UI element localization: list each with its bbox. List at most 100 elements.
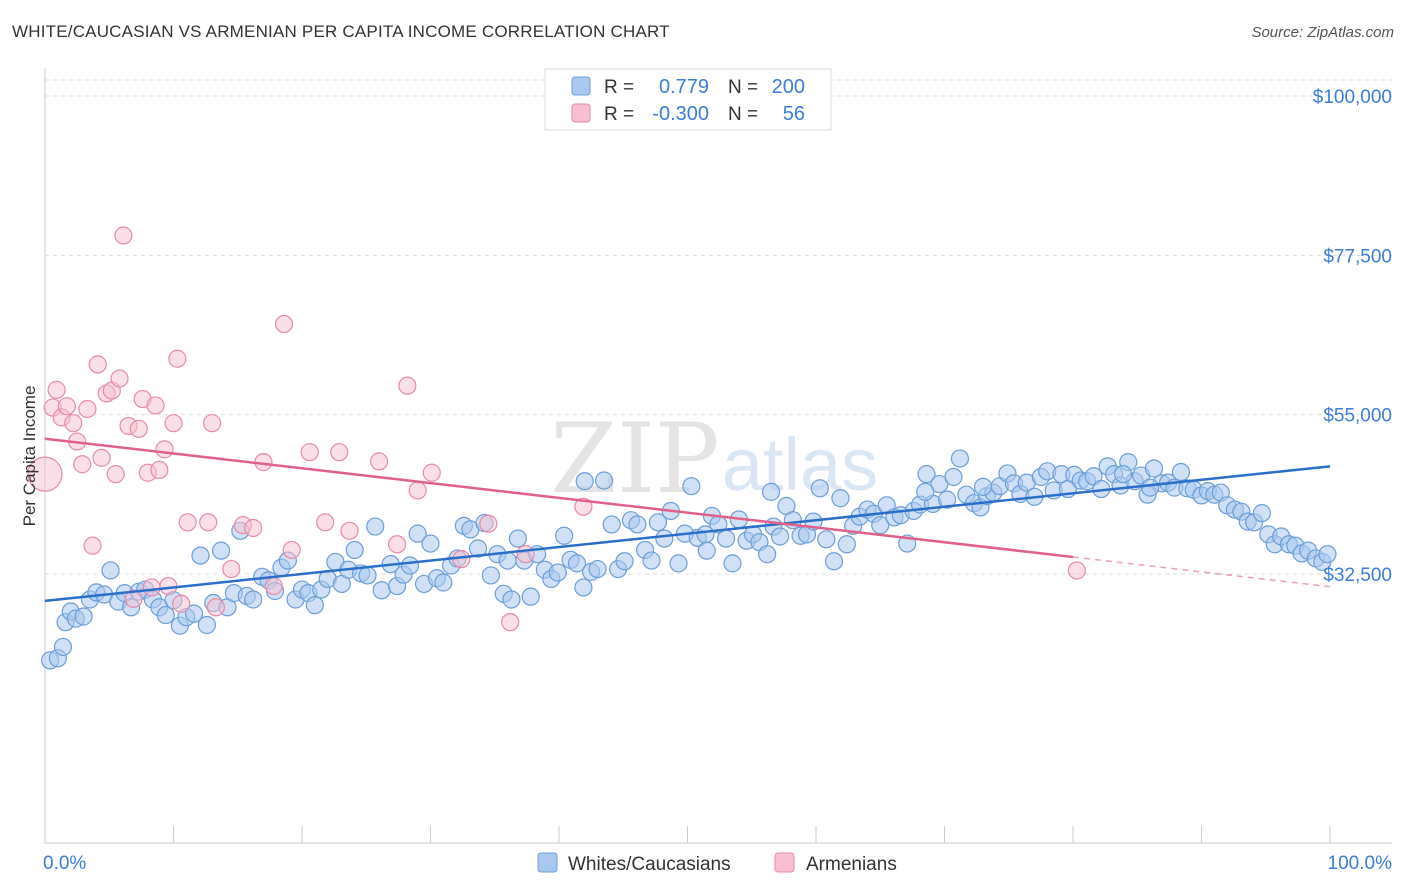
data-point-armenians [398, 376, 417, 395]
watermark-atlas: atlas [722, 423, 878, 506]
data-point-whites [421, 534, 440, 553]
data-point-whites [1140, 478, 1160, 497]
data-point-whites [770, 527, 790, 546]
data-point-armenians [164, 414, 183, 433]
legend-r-value: -0.300 [652, 103, 709, 125]
data-point-whites [1114, 465, 1133, 484]
data-point-whites [944, 467, 963, 487]
data-point-whites [1252, 503, 1271, 523]
data-point-armenians [168, 349, 187, 368]
legend-n-value: 56 [783, 103, 805, 125]
data-point-whites [508, 529, 527, 548]
data-point-armenians [129, 419, 148, 438]
source-credit: Source: ZipAtlas.com [1251, 24, 1394, 41]
legend-box [544, 68, 832, 131]
data-point-whites [521, 587, 540, 606]
data-point-armenians [73, 455, 92, 474]
data-point-whites [937, 490, 957, 509]
data-point-whites [575, 472, 594, 491]
data-point-armenians [172, 594, 191, 613]
data-point-whites [723, 554, 742, 573]
data-point-whites [810, 479, 829, 498]
data-point-whites [468, 539, 488, 558]
data-point-whites [642, 551, 661, 570]
data-point-whites [101, 561, 120, 580]
legend-swatch-armenians [774, 852, 795, 873]
legend-n-label: N = [728, 104, 758, 125]
data-point-whites [481, 566, 500, 585]
data-point-whites [244, 590, 263, 609]
data-point-armenians [88, 355, 107, 374]
series-armenians-points [27, 226, 1086, 632]
data-point-armenians [150, 460, 169, 480]
data-point-whites [716, 529, 736, 548]
data-point-whites [345, 540, 364, 560]
data-point-armenians [83, 536, 102, 555]
data-point-whites [916, 482, 935, 501]
data-point-whites [498, 551, 517, 570]
chart-title: WHITE/CAUCASIAN VS ARMENIAN PER CAPITA I… [12, 22, 670, 41]
legend-swatch-whites [537, 852, 558, 873]
data-point-whites [502, 590, 521, 609]
data-point-whites [156, 605, 175, 625]
data-point-armenians [330, 443, 349, 462]
data-point-whites [567, 554, 587, 573]
data-point-armenians [78, 399, 97, 419]
data-point-whites [197, 615, 217, 635]
x-tick-label: 100.0% [1328, 853, 1393, 874]
data-point-whites [211, 541, 231, 560]
data-point-armenians [222, 559, 241, 579]
data-point-whites [358, 566, 377, 585]
data-point-armenians [110, 369, 129, 388]
data-point-whites [74, 607, 93, 626]
data-point-whites [588, 559, 607, 579]
data-point-armenians [574, 497, 593, 516]
y-axis-label: Per Capita Income [20, 386, 39, 527]
legend-n-label: N = [728, 77, 758, 98]
data-point-armenians [202, 414, 222, 433]
data-point-whites [917, 465, 936, 484]
data-point-whites [824, 552, 844, 571]
data-point-armenians [27, 456, 63, 492]
data-point-whites [655, 529, 674, 548]
data-point-whites [400, 556, 420, 575]
data-point-armenians [106, 465, 125, 484]
data-point-whites [53, 637, 73, 657]
data-point-whites [648, 513, 668, 532]
x-tick-label: 0.0% [43, 853, 86, 874]
data-point-armenians [422, 463, 441, 482]
data-point-armenians [316, 513, 335, 532]
data-point-armenians [264, 576, 283, 596]
data-point-whites [191, 546, 210, 565]
data-point-whites [837, 535, 856, 554]
y-tick-label: $100,000 [1313, 87, 1392, 108]
legend-r-label: R = [604, 104, 634, 125]
data-point-armenians [178, 513, 197, 532]
data-point-whites [697, 541, 716, 560]
data-point-armenians [282, 540, 301, 560]
data-point-whites [305, 596, 324, 615]
data-point-armenians [57, 397, 76, 416]
data-point-armenians [244, 518, 263, 538]
axes [44, 68, 1392, 844]
data-point-armenians [199, 513, 218, 532]
data-point-armenians [92, 448, 111, 467]
data-point-armenians [155, 440, 174, 459]
trend-line-armenians [44, 437, 1074, 559]
legend-swatch-pink [571, 103, 591, 123]
data-point-armenians [124, 589, 143, 608]
legend-swatch-blue [571, 76, 591, 96]
data-point-whites [628, 515, 647, 534]
legend-label-armenians: Armenians [806, 854, 897, 875]
data-point-whites [973, 477, 993, 496]
trend-line-armenians-extension [1072, 556, 1331, 588]
data-point-whites [831, 489, 850, 508]
legend-r-value: 0.779 [659, 76, 709, 98]
data-point-whites [184, 604, 204, 623]
data-point-armenians [142, 578, 161, 597]
legend-stats: R = 0.779 N = 200 R = -0.300 N = 56 [544, 68, 832, 131]
legend-n-value: 200 [772, 76, 805, 98]
data-point-armenians [64, 414, 83, 433]
data-point-armenians [340, 521, 359, 540]
data-point-armenians [146, 396, 165, 415]
